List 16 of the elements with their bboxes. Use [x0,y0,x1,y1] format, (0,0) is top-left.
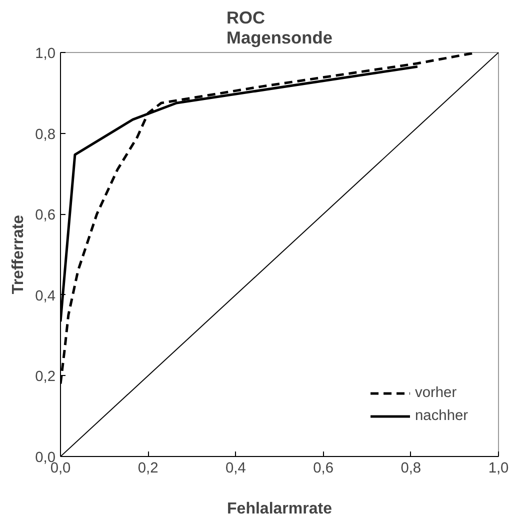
x-tick-label: 0,6 [313,460,334,476]
legend-label: nachher [415,408,468,424]
x-tick-label: 0,2 [138,460,158,476]
legend-label: vorher [415,385,457,401]
y-tick-label: 0,4 [35,288,56,304]
y-tick-label: 0,8 [35,126,56,143]
y-tick-label: 0,2 [35,369,56,386]
x-tick-label: 1,0 [488,460,509,476]
x-tick-label: 0,8 [400,460,422,476]
x-axis-title: Fehlalarmrate [227,500,332,518]
chart-title: ROC Magensonde [226,8,333,48]
y-tick-label: 1,0 [35,46,56,62]
x-tick-label: 0,4 [226,460,246,476]
y-axis-title: Trefferrate [10,214,28,294]
y-tick-label: 0,6 [35,208,56,224]
x-tick-label: 0,0 [50,460,71,476]
